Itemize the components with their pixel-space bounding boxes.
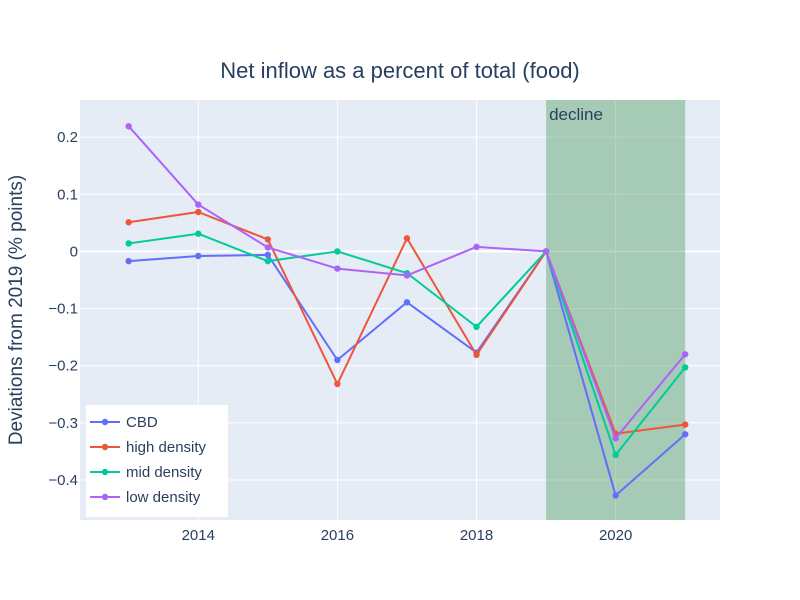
data-point-low-density[interactable] — [125, 123, 132, 130]
y-tick-label: −0.1 — [48, 301, 78, 318]
y-tick-label: −0.3 — [48, 415, 78, 432]
data-point-cbd[interactable] — [195, 252, 202, 260]
data-point-mid-density[interactable] — [195, 230, 202, 237]
data-point-mid-density[interactable] — [473, 323, 480, 331]
legend[interactable]: CBD high density mid density low density — [86, 405, 228, 517]
y-tick-label: −0.2 — [48, 358, 78, 375]
legend-swatch-marker — [101, 418, 109, 426]
series-group — [125, 123, 689, 499]
legend-swatch-marker — [101, 493, 109, 501]
series-cbd — [125, 248, 689, 499]
x-tick-label: 2020 — [599, 527, 632, 544]
data-point-mid-density[interactable] — [264, 257, 272, 265]
x-tick-label: 2014 — [182, 527, 215, 544]
x-tick-label: 2016 — [321, 527, 354, 544]
data-point-high-density[interactable] — [125, 219, 132, 226]
y-tick-label: 0.1 — [57, 186, 78, 203]
data-point-cbd[interactable] — [264, 251, 272, 259]
data-point-mid-density[interactable] — [612, 451, 619, 459]
legend-label: high density — [126, 439, 207, 456]
data-point-low-density[interactable] — [612, 435, 619, 442]
y-axis-title: Deviations from 2019 (% points) — [6, 175, 27, 445]
data-point-high-density[interactable] — [473, 351, 480, 359]
x-tick-labels: 2014 2016 2018 2020 — [182, 527, 633, 544]
data-point-low-density[interactable] — [403, 272, 411, 279]
y-tick-label: 0.2 — [57, 129, 78, 146]
data-point-cbd[interactable] — [682, 431, 689, 438]
legend-box — [86, 405, 228, 517]
data-point-high-density[interactable] — [264, 236, 272, 243]
legend-label: mid density — [126, 464, 202, 481]
legend-item-high-density[interactable]: high density — [90, 439, 207, 456]
data-point-low-density[interactable] — [195, 201, 202, 208]
data-point-high-density[interactable] — [195, 208, 202, 216]
legend-swatch-marker — [101, 443, 109, 451]
y-tick-label: 0 — [70, 243, 78, 260]
legend-item-cbd[interactable]: CBD — [90, 414, 158, 431]
legend-item-mid-density[interactable]: mid density — [90, 464, 202, 481]
data-point-mid-density[interactable] — [682, 364, 689, 371]
data-point-cbd[interactable] — [403, 299, 411, 306]
data-point-low-density[interactable] — [264, 244, 272, 251]
data-point-mid-density[interactable] — [125, 240, 132, 247]
data-point-high-density[interactable] — [334, 380, 341, 388]
series-low-density — [125, 123, 689, 442]
legend-swatch-marker — [101, 468, 109, 476]
y-tick-label: −0.4 — [48, 472, 78, 489]
data-point-low-density[interactable] — [473, 243, 480, 251]
data-point-cbd[interactable] — [125, 257, 132, 265]
y-tick-labels: 0.2 0.1 0 −0.1 −0.2 −0.3 −0.4 — [48, 129, 78, 489]
data-point-high-density[interactable] — [682, 421, 689, 428]
data-point-mid-density[interactable] — [334, 248, 341, 255]
legend-label: CBD — [126, 414, 158, 431]
data-point-cbd[interactable] — [334, 356, 341, 364]
data-point-high-density[interactable] — [403, 235, 411, 242]
data-point-cbd[interactable] — [612, 492, 619, 499]
data-point-low-density[interactable] — [334, 265, 341, 272]
legend-item-low-density[interactable]: low density — [90, 489, 201, 506]
x-tick-label: 2018 — [460, 527, 493, 544]
chart-title: Net inflow as a percent of total (food) — [220, 58, 580, 83]
decline-label: decline — [549, 105, 603, 124]
legend-label: low density — [126, 489, 201, 506]
data-point-low-density[interactable] — [682, 351, 689, 358]
data-point-low-density[interactable] — [542, 248, 550, 255]
